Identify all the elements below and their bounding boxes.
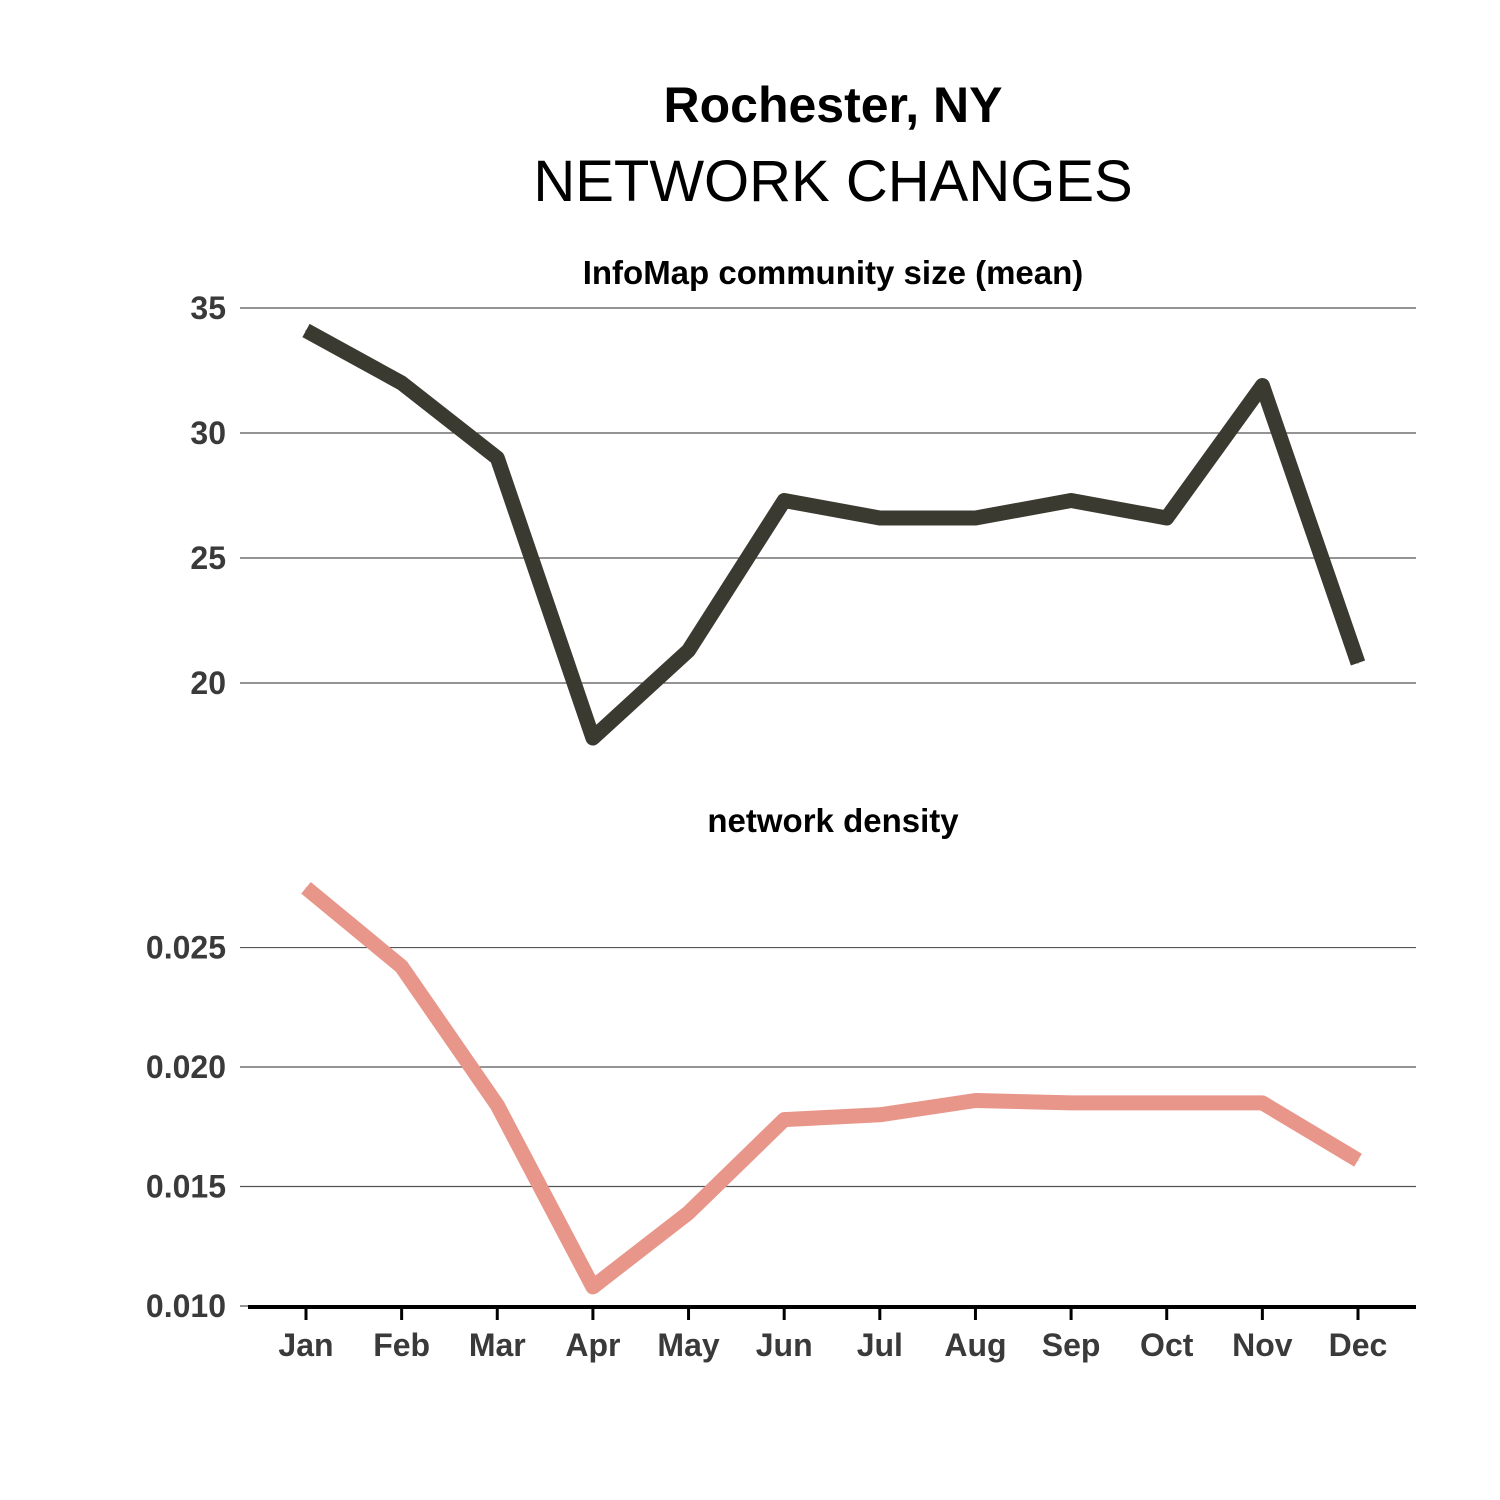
panel-title-network-density: network density xyxy=(707,802,959,839)
panel-network-density: 0.010 0.015 0.020 0.025 xyxy=(146,882,1416,1324)
y-tick-label: 25 xyxy=(190,540,226,576)
data-point xyxy=(783,500,785,501)
x-tick-label: Oct xyxy=(1140,1327,1194,1363)
x-tick-label: Dec xyxy=(1329,1327,1388,1363)
data-point xyxy=(1166,517,1168,519)
data-point xyxy=(1261,1102,1263,1104)
data-point xyxy=(1357,662,1359,664)
data-point xyxy=(401,382,403,384)
y-tick-label: 0.015 xyxy=(146,1169,226,1205)
panel-community-size: 20 25 30 35 xyxy=(190,290,1416,746)
series-line xyxy=(302,323,1366,746)
x-tick-label: Apr xyxy=(565,1327,620,1363)
y-tick-label: 0.025 xyxy=(146,930,226,966)
data-point xyxy=(1070,500,1072,501)
data-point xyxy=(1166,1102,1168,1104)
data-point xyxy=(974,517,976,519)
x-tick-label: Feb xyxy=(373,1327,430,1363)
data-point xyxy=(401,966,403,968)
data-point xyxy=(783,1119,785,1121)
y-tick-label: 30 xyxy=(190,415,226,451)
series-line xyxy=(301,882,1362,1295)
data-point xyxy=(974,1099,976,1101)
panel-title-community-size: InfoMap community size (mean) xyxy=(583,254,1084,291)
x-tick-label: Sep xyxy=(1042,1327,1101,1363)
data-point xyxy=(879,517,881,519)
data-point xyxy=(879,1114,881,1116)
x-tick-label: Jun xyxy=(756,1327,813,1363)
data-point xyxy=(592,1286,594,1288)
y-tick-label: 20 xyxy=(190,665,226,701)
x-tick-label: Mar xyxy=(469,1327,526,1363)
x-axis: Jan Feb Mar Apr May Jun Jul Aug Sep Oct Nov Dec xyxy=(248,1305,1416,1363)
data-point xyxy=(688,1212,690,1214)
x-tick-label: Nov xyxy=(1232,1327,1293,1363)
x-tick-label: Aug xyxy=(944,1327,1006,1363)
data-point xyxy=(1357,1159,1359,1161)
data-point xyxy=(688,650,690,651)
y-tick-label: 35 xyxy=(190,290,226,326)
chart-subtitle: NETWORK CHANGES xyxy=(533,149,1132,214)
y-tick-label: 0.020 xyxy=(146,1049,226,1085)
x-tick-label: Jan xyxy=(278,1327,333,1363)
chart-title: Rochester, NY xyxy=(663,77,1002,133)
data-point xyxy=(592,737,594,739)
x-tick-label: Jul xyxy=(857,1327,903,1363)
data-point xyxy=(1070,1102,1072,1104)
data-point xyxy=(496,1104,498,1106)
data-point xyxy=(1261,385,1263,386)
x-tick-label: May xyxy=(657,1327,719,1363)
y-tick-label: 0.010 xyxy=(146,1288,226,1324)
data-point xyxy=(305,330,307,331)
data-point xyxy=(305,887,307,889)
data-point xyxy=(496,457,498,459)
